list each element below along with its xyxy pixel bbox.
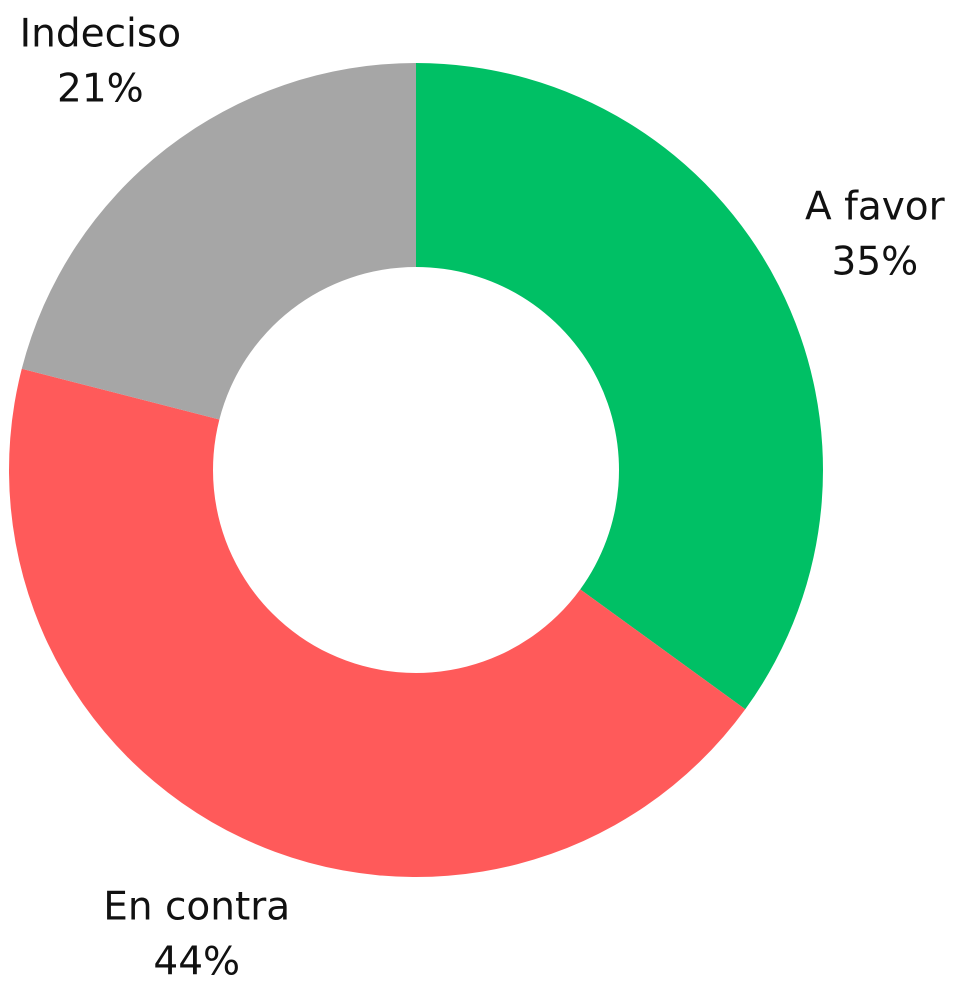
- slice-value-label: 44%: [153, 939, 240, 983]
- slice-label: En contra: [103, 884, 290, 929]
- donut-slice: [21, 63, 417, 420]
- slice-label: A favor: [805, 185, 946, 230]
- donut-slice: [416, 63, 823, 710]
- slice-value-label: 21%: [57, 67, 144, 112]
- slice-label: Indeciso: [20, 12, 181, 57]
- donut-slice: [8, 368, 746, 877]
- slice-value-label: 35%: [832, 240, 919, 285]
